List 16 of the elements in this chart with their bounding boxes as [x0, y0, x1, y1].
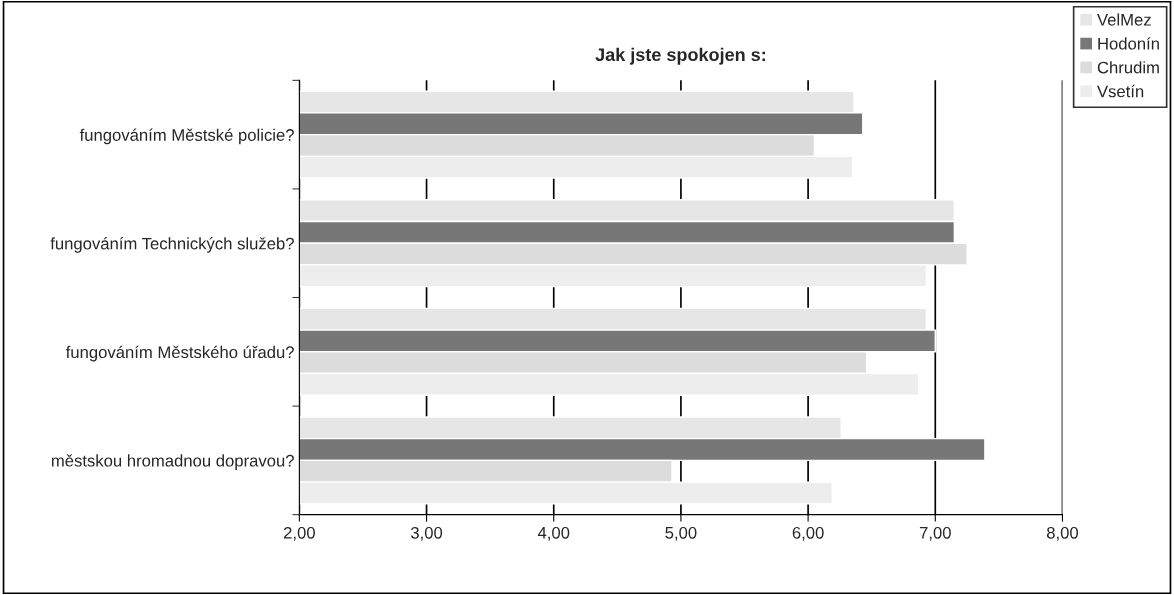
x-tick-label: 3,00 [410, 526, 443, 541]
legend-label: Hodonín [1098, 37, 1159, 50]
legend-label: VelMez [1097, 13, 1151, 26]
y-tick-label: fungováním Technických služeb? [50, 237, 294, 253]
x-tick-label: 6,00 [792, 526, 824, 541]
y-tick-label: fungováním Městské policie? [79, 128, 294, 145]
legend-label: Vsetín [1097, 84, 1144, 98]
x-tick-label: 7,00 [919, 526, 951, 541]
legend-label: Chrudim [1097, 61, 1159, 74]
x-tick-label: 8,00 [1046, 526, 1079, 541]
x-tick-label: 2,00 [283, 526, 315, 541]
x-tick-label: 4,00 [537, 526, 570, 541]
chart-title: Jak jste spokojen s: [595, 47, 765, 65]
x-tick-label: 5,00 [665, 526, 697, 541]
y-tick-label: městskou hromadnou dopravou? [51, 454, 294, 470]
y-tick-label: fungováním Městského úřadu? [65, 345, 294, 362]
